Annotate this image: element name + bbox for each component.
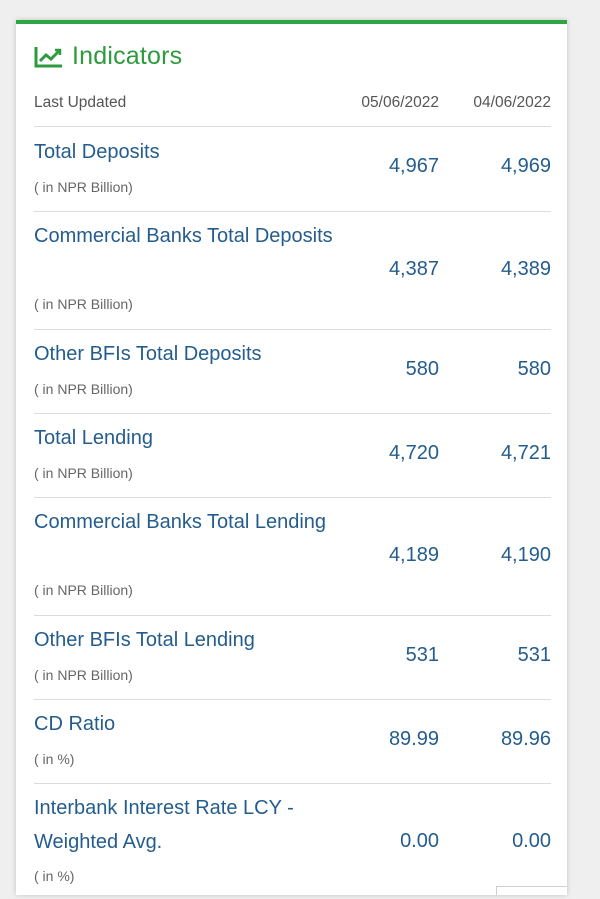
table-row: Total Deposits ( in NPR Billion) 4,967 4… bbox=[34, 128, 551, 212]
indicator-value-previous: 4,721 bbox=[500, 442, 551, 464]
indicator-value-previous: 580 bbox=[517, 358, 551, 380]
table-row: Other BFIs Total Deposits ( in NPR Billi… bbox=[34, 330, 551, 414]
indicator-name: CD Ratio bbox=[34, 713, 116, 735]
scroll-corner bbox=[496, 886, 567, 895]
indicator-unit: ( in NPR Billion) bbox=[34, 296, 133, 312]
indicator-value-current: 4,967 bbox=[388, 155, 439, 177]
indicator-unit: ( in NPR Billion) bbox=[34, 381, 133, 397]
table-row: Commercial Banks Total Deposits ( in NPR… bbox=[34, 212, 551, 330]
indicator-unit: ( in NPR Billion) bbox=[34, 179, 133, 195]
indicator-value-previous: 531 bbox=[517, 644, 551, 666]
indicators-panel: Indicators Last Updated 05/06/2022 04/06… bbox=[16, 20, 567, 895]
table-row: CD Ratio ( in %) 89.99 89.96 bbox=[34, 700, 551, 784]
indicator-name: Total Lending bbox=[34, 427, 153, 449]
indicator-value-previous: 4,969 bbox=[500, 155, 551, 177]
table-row: Total Lending ( in NPR Billion) 4,720 4,… bbox=[34, 414, 551, 498]
indicator-value-current: 531 bbox=[405, 644, 439, 666]
indicator-unit: ( in %) bbox=[34, 868, 75, 884]
panel-header: Indicators bbox=[34, 42, 182, 71]
indicator-value-current: 4,720 bbox=[388, 442, 439, 464]
indicator-value-current: 4,189 bbox=[388, 544, 439, 566]
indicator-value-current: 89.99 bbox=[388, 728, 439, 750]
indicator-unit: ( in NPR Billion) bbox=[34, 667, 133, 683]
indicator-name: Total Deposits bbox=[34, 141, 160, 163]
indicator-value-current: 0.00 bbox=[400, 830, 439, 852]
indicator-unit: ( in %) bbox=[34, 751, 75, 767]
date-column-2: 04/06/2022 bbox=[473, 94, 551, 111]
line-chart-icon bbox=[34, 46, 64, 68]
indicator-name: Interbank Interest Rate LCY - Weighted A… bbox=[34, 797, 294, 853]
panel-title: Indicators bbox=[72, 42, 183, 70]
date-column-1: 05/06/2022 bbox=[361, 94, 439, 111]
indicator-value-previous: 4,190 bbox=[500, 544, 551, 566]
indicator-value-previous: 89.96 bbox=[500, 728, 551, 750]
last-updated-label: Last Updated bbox=[34, 94, 127, 111]
table-row: Commercial Banks Total Lending ( in NPR … bbox=[34, 498, 551, 616]
table-header: Last Updated 05/06/2022 04/06/2022 bbox=[34, 94, 551, 127]
indicator-value-current: 4,387 bbox=[388, 258, 439, 280]
indicator-name: Other BFIs Total Lending bbox=[34, 629, 255, 651]
indicator-value-current: 580 bbox=[405, 358, 439, 380]
indicator-value-previous: 0.00 bbox=[512, 830, 551, 852]
table-row: Interbank Interest Rate LCY - Weighted A… bbox=[34, 784, 551, 899]
indicator-unit: ( in NPR Billion) bbox=[34, 465, 133, 481]
indicator-unit: ( in NPR Billion) bbox=[34, 582, 133, 598]
indicator-name: Commercial Banks Total Deposits bbox=[34, 225, 333, 247]
indicator-name: Other BFIs Total Deposits bbox=[34, 343, 262, 365]
indicator-value-previous: 4,389 bbox=[500, 258, 551, 280]
table-row: Other BFIs Total Lending ( in NPR Billio… bbox=[34, 616, 551, 700]
indicator-name: Commercial Banks Total Lending bbox=[34, 511, 327, 533]
